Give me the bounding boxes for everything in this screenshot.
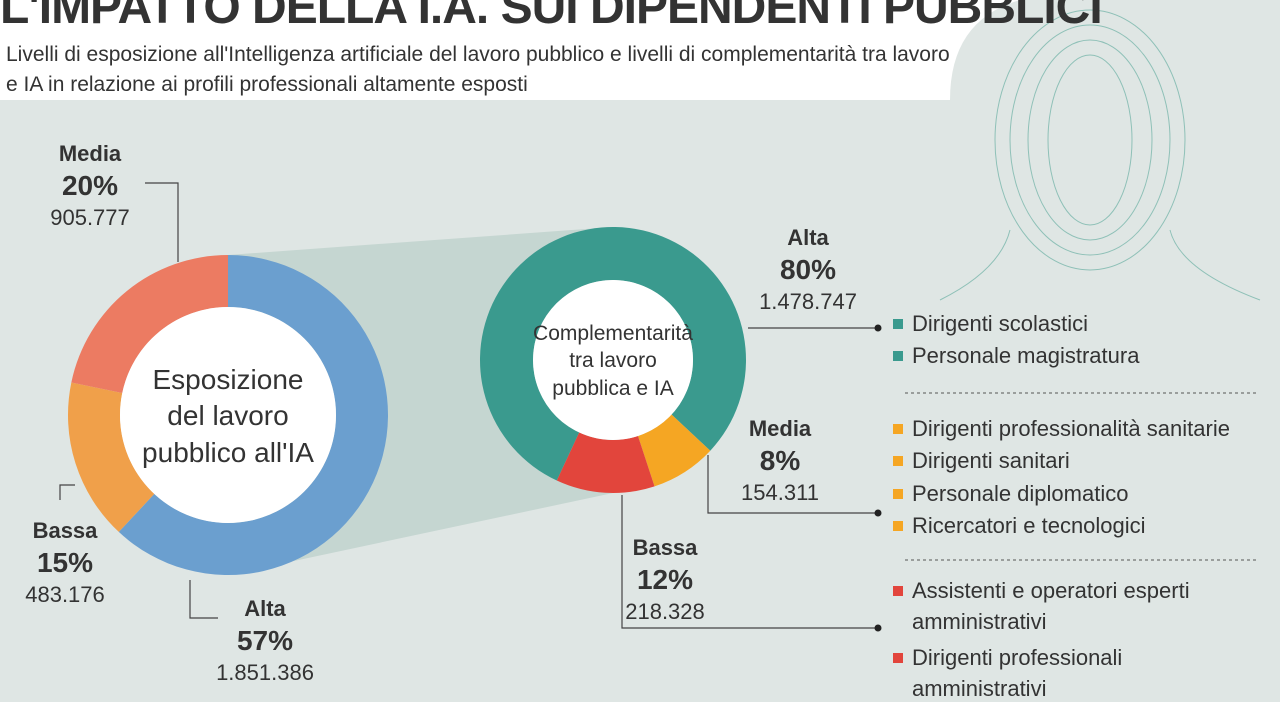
list-item: Ricercatori e tecnologici (912, 513, 1146, 538)
donut-segment (480, 227, 747, 481)
count-label: 905.777 (50, 205, 130, 230)
list-item: Personale magistratura (912, 343, 1140, 368)
category-label: Media (749, 416, 812, 441)
value-label: 80% (780, 254, 836, 285)
category-label: Alta (244, 596, 286, 621)
value-label: 57% (237, 625, 293, 656)
list-item: Personale diplomatico (912, 481, 1129, 506)
category-label: Alta (787, 225, 829, 250)
value-label: 12% (637, 564, 693, 595)
donut-hole (120, 307, 336, 523)
value-label: 20% (62, 170, 118, 201)
value-label: 8% (760, 445, 801, 476)
list-bullet (893, 424, 903, 434)
leader-line (145, 182, 179, 262)
list-bullet (893, 653, 903, 663)
list-item: Dirigenti scolastici (912, 311, 1089, 336)
list-bullet (893, 456, 903, 466)
panel-top (950, 0, 1280, 100)
leader-line (189, 580, 218, 619)
value-label: 15% (37, 547, 93, 578)
donut-hole (533, 280, 693, 440)
list-item: Assistenti e operatori esperti amministr… (912, 578, 1190, 634)
leader-line (707, 455, 878, 514)
count-label: 483.176 (25, 582, 105, 607)
donut-segment (118, 255, 388, 575)
donut-segment (637, 414, 711, 487)
face-illustration (939, 9, 1261, 301)
leader-dot (874, 324, 882, 332)
center-label: Complementarità tra lavoro pubblica e IA (533, 322, 693, 400)
donut-segment (71, 255, 228, 394)
leader-dot (874, 624, 882, 632)
list-bullet (893, 319, 903, 329)
list-item: Dirigenti professionali amministrativi (912, 645, 1123, 701)
category-label: Media (59, 141, 122, 166)
donut-segment (556, 432, 655, 493)
leader-line (59, 484, 75, 500)
category-label: Bassa (633, 535, 699, 560)
list-bullet (893, 489, 903, 499)
count-label: 1.851.386 (216, 660, 314, 685)
list-bullet (893, 351, 903, 361)
list-item: Dirigenti sanitari (912, 448, 1070, 473)
list-item: Dirigenti professionalità sanitarie (912, 416, 1230, 441)
count-label: 154.311 (741, 480, 819, 505)
list-bullet (893, 586, 903, 596)
title: L'IMPATTO DELLA I.A. SUI DIPENDENTI PUBB… (0, 0, 1103, 34)
donut-segment (67, 382, 155, 532)
count-label: 1.478.747 (759, 289, 857, 314)
category-label: Bassa (33, 518, 99, 543)
count-label: 218.328 (625, 599, 705, 624)
center-label: Esposizione del lavoro pubblico all'IA (142, 363, 314, 468)
list-bullet (893, 521, 903, 531)
leader-line (621, 495, 878, 629)
subtitle: Livelli di esposizione all'Intelligenza … (6, 43, 950, 96)
leader-dot (874, 509, 882, 517)
